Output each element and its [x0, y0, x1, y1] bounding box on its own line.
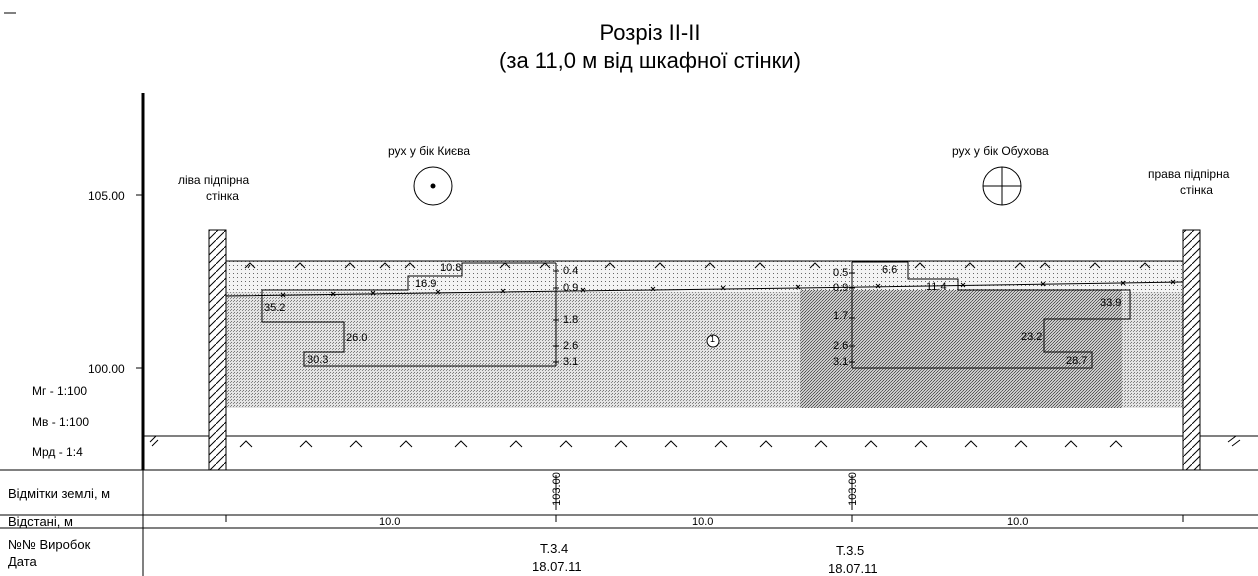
scale-horizontal: Мг - 1:100 [32, 384, 88, 398]
layer-boundary [225, 281, 1184, 297]
left-value-3: 35.2 [264, 302, 286, 314]
section-title: Розріз ІІ-ІІ [599, 20, 701, 45]
right-depth-5: 3.1 [833, 356, 849, 368]
right-value-3: 33.9 [1100, 297, 1122, 309]
clay-layer-dark [800, 290, 1122, 408]
distance-3: 10.0 [1007, 516, 1029, 528]
left-depth-5: 3.1 [563, 356, 579, 368]
left-depth-3: 1.8 [563, 314, 579, 326]
layer-number: 1 [710, 334, 716, 344]
left-wall-label-2: стінка [206, 189, 239, 203]
right-depth-3: 1.7 [833, 310, 849, 322]
right-depth-2: 0.9 [833, 282, 849, 294]
right-wall-label-2: стінка [1180, 183, 1213, 197]
scale-penetration: Мрд - 1:4 [32, 445, 83, 459]
left-value-4: 26.0 [346, 332, 368, 344]
left-penetration-profile [261, 262, 556, 367]
pit-1-date: 18.07.11 [532, 559, 582, 574]
left-value-2: 16.9 [415, 278, 437, 290]
ground-mark-2: 103.00 [846, 472, 859, 506]
row-label-distance: Відстані, м [8, 514, 73, 529]
distance-1: 10.0 [379, 516, 401, 528]
left-depth-2: 0.9 [563, 282, 579, 294]
row-label-pits: №№ Виробок [8, 537, 91, 552]
right-value-5: 28.7 [1066, 355, 1088, 367]
row-label-ground: Відмітки землі, м [8, 486, 111, 501]
pit-1-id: Т.3.4 [540, 541, 569, 556]
scale-vertical: Мв - 1:100 [32, 415, 90, 429]
right-wall-label-1: права підпірна [1148, 167, 1230, 181]
ground-mark-1: 103.00 [550, 472, 563, 506]
left-value-5: 30.3 [307, 354, 329, 366]
right-value-4: 23.2 [1021, 331, 1043, 343]
left-value-1: 10.8 [440, 262, 462, 274]
left-wall-label-1: ліва підпірна [178, 173, 250, 187]
section-subtitle: (за 11,0 м від шкафної стінки) [499, 48, 801, 73]
right-penetration-profile [852, 261, 1131, 369]
ground-marks [149, 435, 1241, 448]
right-depth-4: 2.6 [833, 340, 849, 352]
left-retaining-wall [208, 229, 227, 471]
left-depth-1: 0.4 [563, 265, 579, 277]
distance-2: 10.0 [692, 516, 714, 528]
right-depth-1: 0.5 [833, 267, 849, 279]
elevation-100-label: 100.00 [88, 362, 125, 376]
pit-2-date: 18.07.11 [828, 561, 878, 576]
right-value-1: 6.6 [882, 264, 898, 276]
elevation-105-label: 105.00 [88, 189, 125, 203]
data-table [0, 469, 1258, 576]
layer-marker-icon [706, 334, 720, 348]
direction-dot-icon [413, 166, 453, 206]
direction-right-label: рух у бік Обухова [952, 144, 1049, 158]
direction-cross-icon [982, 166, 1022, 206]
pit-2-id: Т.3.5 [836, 543, 865, 558]
surface-marks [244, 262, 1151, 269]
direction-left-label: рух у бік Києва [388, 144, 471, 158]
left-depth-4: 2.6 [563, 340, 579, 352]
boundary-crosses [280, 279, 1176, 298]
row-label-date: Дата [8, 554, 37, 569]
right-value-2: 11.4 [926, 281, 947, 293]
right-retaining-wall [1182, 229, 1201, 471]
